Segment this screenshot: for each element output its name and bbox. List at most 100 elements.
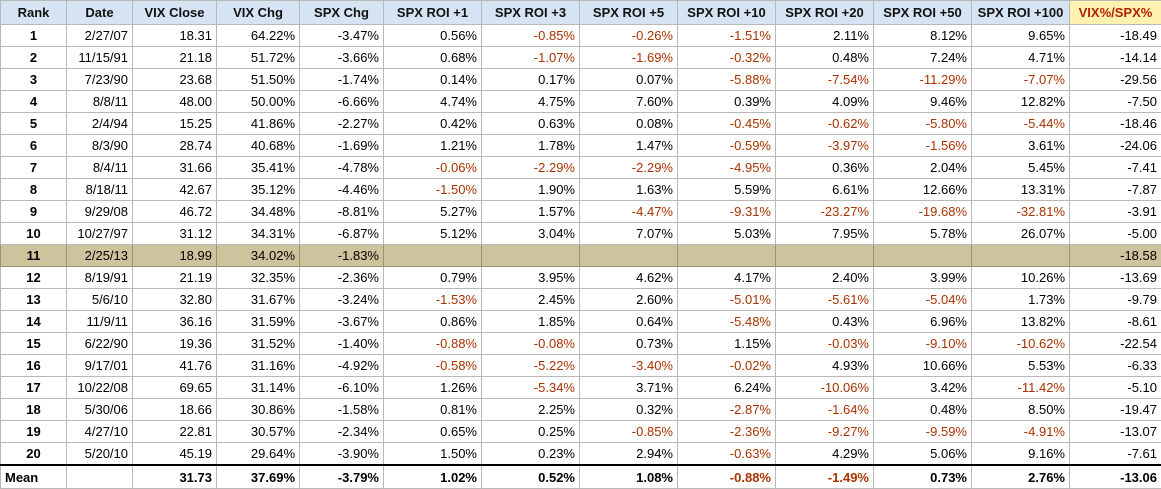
table-cell: -0.85%	[482, 25, 580, 47]
table-cell: -7.61	[1070, 443, 1161, 466]
table-cell: -2.34%	[300, 421, 384, 443]
column-header[interactable]: SPX ROI +3	[482, 1, 580, 25]
table-cell: 8/18/11	[67, 179, 133, 201]
table-cell: -0.32%	[678, 47, 776, 69]
table-cell: 26.07%	[972, 223, 1070, 245]
table-cell: -5.22%	[482, 355, 580, 377]
table-cell: 5.78%	[874, 223, 972, 245]
table-cell: -5.80%	[874, 113, 972, 135]
table-cell: -6.87%	[300, 223, 384, 245]
table-cell: 9.16%	[972, 443, 1070, 466]
column-header[interactable]: VIX Close	[133, 1, 217, 25]
table-cell: -1.53%	[384, 289, 482, 311]
rank-cell: 18	[1, 399, 67, 421]
table-cell: -7.54%	[776, 69, 874, 91]
table-cell: 31.16%	[217, 355, 300, 377]
table-cell: 8.12%	[874, 25, 972, 47]
table-cell: 3.04%	[482, 223, 580, 245]
table-cell: -0.08%	[482, 333, 580, 355]
table-cell: 41.86%	[217, 113, 300, 135]
column-header[interactable]: Rank	[1, 1, 67, 25]
table-cell: 8.50%	[972, 399, 1070, 421]
table-cell: -4.78%	[300, 157, 384, 179]
rank-cell: 4	[1, 91, 67, 113]
column-header[interactable]: VIX%/SPX%	[1070, 1, 1161, 25]
table-cell: 5/20/10	[67, 443, 133, 466]
table-cell: -5.34%	[482, 377, 580, 399]
column-header[interactable]: SPX Chg	[300, 1, 384, 25]
table-cell: 0.17%	[482, 69, 580, 91]
table-cell: 15.25	[133, 113, 217, 135]
table-cell: 5.03%	[678, 223, 776, 245]
table-cell: 0.79%	[384, 267, 482, 289]
table-cell: -1.07%	[482, 47, 580, 69]
table-cell: -2.27%	[300, 113, 384, 135]
table-cell: -29.56	[1070, 69, 1161, 91]
table-cell: -5.04%	[874, 289, 972, 311]
column-header[interactable]: SPX ROI +20	[776, 1, 874, 25]
table-cell: 0.64%	[580, 311, 678, 333]
table-cell: 4.93%	[776, 355, 874, 377]
table-cell: -9.59%	[874, 421, 972, 443]
table-cell: 0.68%	[384, 47, 482, 69]
table-cell: 1.47%	[580, 135, 678, 157]
table-cell: -11.42%	[972, 377, 1070, 399]
table-cell: 31.59%	[217, 311, 300, 333]
table-cell: 7/23/90	[67, 69, 133, 91]
table-cell: 51.50%	[217, 69, 300, 91]
column-header[interactable]: SPX ROI +50	[874, 1, 972, 25]
table-cell: 2.40%	[776, 267, 874, 289]
table-cell: -1.74%	[300, 69, 384, 91]
table-cell: 3.42%	[874, 377, 972, 399]
table-cell: 48.00	[133, 91, 217, 113]
table-cell: 29.64%	[217, 443, 300, 466]
table-cell: 4.09%	[776, 91, 874, 113]
table-cell: 2.94%	[580, 443, 678, 466]
table-cell: -32.81%	[972, 201, 1070, 223]
column-header[interactable]: VIX Chg	[217, 1, 300, 25]
table-cell: 3.99%	[874, 267, 972, 289]
table-cell: -0.26%	[580, 25, 678, 47]
table-cell: 2/25/13	[67, 245, 133, 267]
column-header[interactable]: SPX ROI +1	[384, 1, 482, 25]
table-cell: 7.60%	[580, 91, 678, 113]
table-cell: -4.91%	[972, 421, 1070, 443]
table-cell: 0.43%	[776, 311, 874, 333]
table-cell: 41.76	[133, 355, 217, 377]
column-header[interactable]: SPX ROI +100	[972, 1, 1070, 25]
table-cell: 3.71%	[580, 377, 678, 399]
table-cell: 4.29%	[776, 443, 874, 466]
table-cell: -3.66%	[300, 47, 384, 69]
column-header[interactable]: SPX ROI +5	[580, 1, 678, 25]
table-cell: 9/17/01	[67, 355, 133, 377]
table-cell: 32.80	[133, 289, 217, 311]
table-cell: 1.15%	[678, 333, 776, 355]
table-cell: 2/27/07	[67, 25, 133, 47]
table-cell: 0.23%	[482, 443, 580, 466]
table-cell: 11/15/91	[67, 47, 133, 69]
table-cell: -0.06%	[384, 157, 482, 179]
table-cell: 10/22/08	[67, 377, 133, 399]
table-cell: 51.72%	[217, 47, 300, 69]
table-cell: 42.67	[133, 179, 217, 201]
table-cell: -2.29%	[580, 157, 678, 179]
table-cell: -22.54	[1070, 333, 1161, 355]
table-cell: -2.36%	[678, 421, 776, 443]
table-cell: 4.17%	[678, 267, 776, 289]
table-cell: -9.31%	[678, 201, 776, 223]
column-header[interactable]: SPX ROI +10	[678, 1, 776, 25]
column-header[interactable]: Date	[67, 1, 133, 25]
table-cell: 0.14%	[384, 69, 482, 91]
table-cell: -1.50%	[384, 179, 482, 201]
table-cell: -5.48%	[678, 311, 776, 333]
table-cell: 34.48%	[217, 201, 300, 223]
table-cell: 5.53%	[972, 355, 1070, 377]
